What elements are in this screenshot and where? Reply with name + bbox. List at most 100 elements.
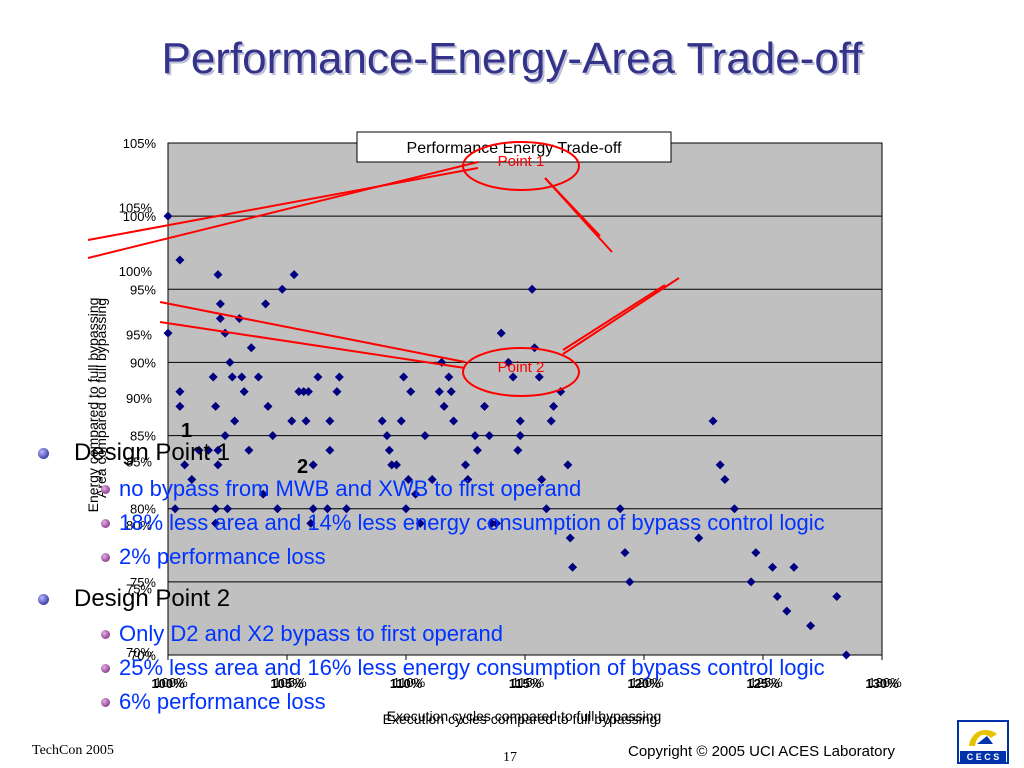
data-point <box>211 504 221 514</box>
overlay-x-tick-label: 120% <box>630 675 664 690</box>
data-point <box>325 416 335 426</box>
data-point <box>220 431 230 441</box>
data-point <box>377 416 387 426</box>
data-point <box>215 314 225 324</box>
data-point <box>187 474 197 484</box>
y-axis: 70%75%80%85%90%95%100%105%70%75%80%85%90… <box>119 136 157 663</box>
y-tick-label: 85% <box>130 429 156 444</box>
x-axis: 100%100% 105%105% 110%110% 115%115% 120%120%… <box>151 655 902 691</box>
cecs-logo: C E C S <box>957 720 1009 764</box>
data-point <box>480 401 490 411</box>
x-tick-label: 120% <box>627 676 661 691</box>
data-point <box>230 416 240 426</box>
data-point <box>384 445 394 455</box>
data-point <box>227 372 237 382</box>
data-point <box>565 533 575 543</box>
overlay-x-tick-label: 115% <box>512 675 545 690</box>
data-point <box>463 474 473 484</box>
data-point <box>694 533 704 543</box>
data-point <box>439 401 449 411</box>
data-point <box>313 372 323 382</box>
data-point <box>620 548 630 558</box>
data-point <box>163 328 173 338</box>
data-point <box>563 460 573 470</box>
data-point <box>268 431 278 441</box>
point1-ellipse <box>462 141 580 191</box>
data-point <box>325 445 335 455</box>
y-axis-label: Energy compared to full bypassing <box>85 298 101 513</box>
x-axis-label-overlay: Execution cycles compared to full bypass… <box>387 708 662 724</box>
data-point <box>272 504 282 514</box>
data-point <box>708 416 718 426</box>
data-point <box>253 372 263 382</box>
overlay-x-tick-label: 125% <box>749 675 783 690</box>
data-point <box>391 460 401 470</box>
data-point <box>239 387 249 397</box>
data-point <box>549 401 559 411</box>
footer-event: TechCon 2005 <box>32 743 114 758</box>
data-point <box>472 445 482 455</box>
data-point <box>163 211 173 221</box>
data-point <box>208 372 218 382</box>
data-point <box>461 460 470 470</box>
point2-label: Point 2 <box>498 359 545 376</box>
data-point <box>446 387 456 397</box>
data-point <box>342 504 351 514</box>
data-point <box>203 445 213 455</box>
y-tick-label: 75% <box>130 575 156 590</box>
data-point <box>175 255 185 265</box>
data-point <box>180 460 190 470</box>
data-point <box>534 372 544 382</box>
logo-text: C E C S <box>967 752 1000 762</box>
data-point <box>277 284 287 294</box>
data-point <box>215 299 225 309</box>
data-point <box>470 431 480 441</box>
data-point <box>170 504 180 514</box>
overlay-x-tick-label: 110% <box>393 675 426 690</box>
data-point <box>382 431 392 441</box>
data-point <box>449 416 459 426</box>
data-point <box>427 474 437 484</box>
data-point <box>515 416 525 426</box>
footer-copyright: Copyright © 2005 UCI ACES Laboratory <box>628 743 896 760</box>
data-point <box>806 621 816 631</box>
data-point <box>782 606 792 616</box>
data-point <box>508 372 518 382</box>
data-point <box>751 548 761 558</box>
data-point <box>715 460 725 470</box>
data-point <box>768 562 778 572</box>
y-tick-label: 70% <box>130 648 156 663</box>
data-point <box>434 387 444 397</box>
overlay-y-tick-label: 95% <box>126 328 152 343</box>
data-point <box>263 401 273 411</box>
data-point <box>175 387 185 397</box>
x-tick-label: 130% <box>865 676 899 691</box>
marker-2-label: 2 <box>297 456 308 478</box>
data-point <box>615 504 625 514</box>
overlay-y-tick-label: 90% <box>126 391 152 406</box>
overlay-x-tick-label: 100% <box>154 675 188 690</box>
annotation-point2: Point 2 <box>159 277 680 397</box>
data-point <box>406 387 416 397</box>
data-point <box>789 562 799 572</box>
overlay-y-tick-label: 75% <box>126 582 152 597</box>
data-point <box>491 518 501 528</box>
data-point <box>322 504 332 514</box>
data-point <box>258 489 268 499</box>
data-point <box>299 387 309 397</box>
x-tick-label: 105% <box>270 676 304 691</box>
data-point <box>334 372 344 382</box>
data-points <box>163 211 851 660</box>
data-point <box>246 343 256 353</box>
data-point <box>746 577 756 587</box>
data-point <box>415 518 425 528</box>
data-point <box>411 489 421 499</box>
overlay-x-tick-label: 105% <box>273 675 307 690</box>
plot-area <box>167 142 883 656</box>
overlay-y-tick-label: 85% <box>126 455 152 470</box>
page-number: 17 <box>503 750 517 765</box>
data-point <box>401 504 411 514</box>
x-tick-label: 100% <box>151 676 185 691</box>
point2-ellipse <box>462 347 580 397</box>
data-point <box>420 431 430 441</box>
